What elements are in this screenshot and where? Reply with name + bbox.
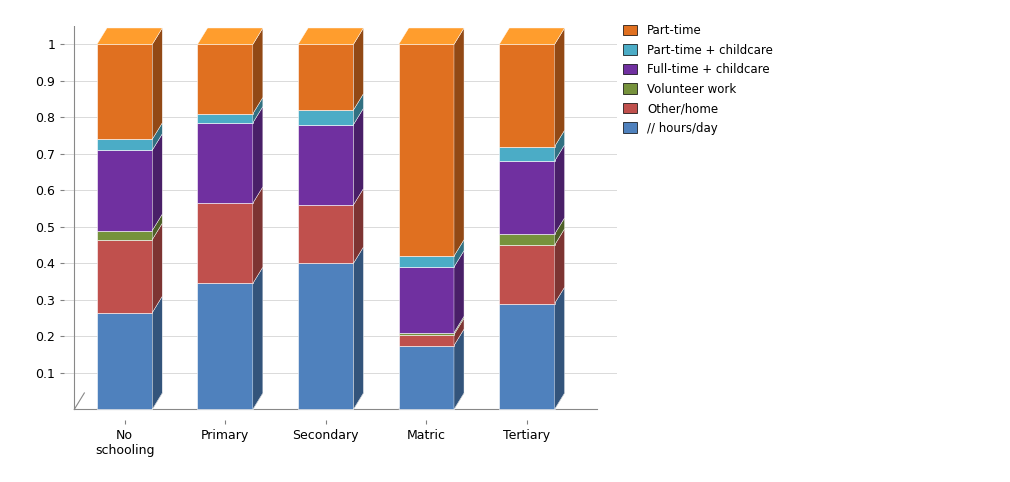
Polygon shape — [453, 318, 464, 346]
Polygon shape — [453, 240, 464, 267]
Bar — [399, 333, 453, 335]
Bar — [499, 304, 554, 409]
Polygon shape — [453, 316, 464, 335]
Bar — [399, 44, 453, 256]
Polygon shape — [453, 28, 464, 256]
Bar — [97, 313, 153, 409]
Polygon shape — [554, 145, 565, 234]
Legend: Part-time, Part-time + childcare, Full-time + childcare, Volunteer work, Other/h: Part-time, Part-time + childcare, Full-t… — [623, 24, 773, 134]
Polygon shape — [354, 108, 364, 205]
Polygon shape — [354, 94, 364, 125]
Bar — [198, 283, 252, 409]
Polygon shape — [298, 393, 364, 409]
Bar — [399, 335, 453, 346]
Bar — [399, 346, 453, 409]
Polygon shape — [354, 247, 364, 409]
Bar — [499, 245, 554, 304]
Polygon shape — [198, 393, 263, 409]
Polygon shape — [252, 107, 263, 203]
Polygon shape — [97, 393, 163, 409]
Polygon shape — [153, 28, 163, 139]
Polygon shape — [252, 97, 263, 123]
Bar — [198, 123, 252, 203]
Bar — [97, 139, 153, 150]
Polygon shape — [554, 130, 565, 161]
Bar — [399, 267, 453, 333]
Polygon shape — [153, 214, 163, 240]
Bar — [298, 44, 354, 110]
Polygon shape — [252, 187, 263, 283]
Bar — [499, 161, 554, 234]
Polygon shape — [153, 123, 163, 150]
Bar — [97, 240, 153, 313]
Bar — [97, 44, 153, 139]
Bar — [97, 230, 153, 240]
Bar — [97, 150, 153, 230]
Polygon shape — [453, 329, 464, 409]
Bar — [499, 234, 554, 245]
Polygon shape — [499, 393, 565, 409]
Polygon shape — [153, 223, 163, 313]
Polygon shape — [153, 296, 163, 409]
Polygon shape — [198, 28, 263, 44]
Polygon shape — [354, 188, 364, 263]
Bar — [499, 44, 554, 147]
Bar — [198, 114, 252, 123]
Polygon shape — [554, 229, 565, 304]
Bar — [499, 147, 554, 161]
Polygon shape — [399, 28, 464, 44]
Polygon shape — [252, 28, 263, 114]
Bar — [298, 125, 354, 205]
Bar — [198, 203, 252, 283]
Polygon shape — [252, 267, 263, 409]
Bar — [399, 256, 453, 267]
Polygon shape — [399, 393, 464, 409]
Polygon shape — [354, 28, 364, 110]
Polygon shape — [554, 28, 565, 147]
Polygon shape — [453, 251, 464, 333]
Bar — [298, 205, 354, 263]
Bar — [198, 44, 252, 114]
Polygon shape — [554, 218, 565, 245]
Polygon shape — [298, 28, 364, 44]
Polygon shape — [499, 28, 565, 44]
Polygon shape — [97, 28, 163, 44]
Bar — [298, 110, 354, 125]
Polygon shape — [554, 287, 565, 409]
Polygon shape — [153, 134, 163, 230]
Bar — [298, 263, 354, 409]
